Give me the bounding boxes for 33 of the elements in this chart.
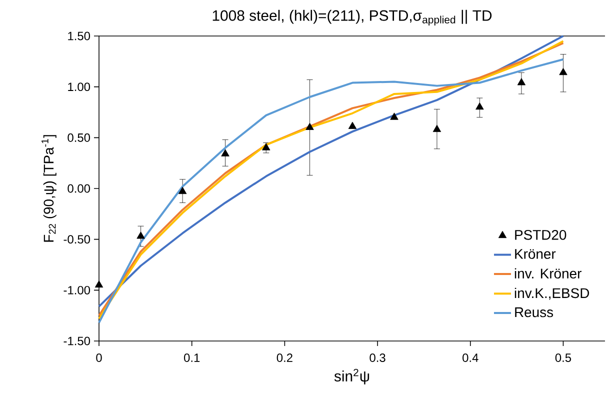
x-axis-title: sin$^{2}$ψ (334, 368, 370, 384)
y-tick-label: -1.50 (64, 336, 90, 346)
point (136, 232, 145, 239)
legend-label: Reuss (515, 307, 554, 318)
point (221, 149, 230, 156)
legend-label: PSTD20 (515, 230, 566, 240)
y-tick-label: 0.50 (68, 133, 90, 142)
point (476, 102, 484, 110)
x-tick-label: 0.5 (555, 354, 572, 362)
point (178, 186, 187, 194)
y-tick-label: -0.50 (64, 235, 90, 244)
y-tick-label: 0.00 (68, 184, 90, 193)
y-tick-label: 1.50 (68, 32, 90, 40)
y-tick-label: 1.00 (68, 82, 90, 92)
legend-label: inv. Kröner (514, 268, 582, 278)
point (559, 68, 568, 76)
point (262, 143, 270, 150)
point (517, 78, 526, 86)
x-tick-label: 0.2 (276, 354, 292, 362)
point (432, 124, 442, 132)
y-tick-label: -1.00 (64, 286, 90, 294)
y-axis-title: F$_{22}$ (90,ψ) [TPa$^{-1}$] (42, 135, 56, 242)
x-tick-label: 0.4 (462, 354, 478, 362)
x-tick-label: 0 (96, 354, 102, 362)
x-tick-label: 0.3 (370, 354, 386, 362)
point (348, 122, 357, 129)
point (94, 280, 104, 288)
legend-label: inv.K.,EBSD (514, 288, 590, 300)
point (306, 122, 314, 130)
point (390, 112, 398, 120)
legend-label: Kröner (515, 249, 556, 259)
x-tick-label: 0.1 (184, 354, 200, 362)
chart-title: 1008 steel, (hkl)=(211), PSTD,σ$_{applied}$ || TD (212, 10, 492, 26)
